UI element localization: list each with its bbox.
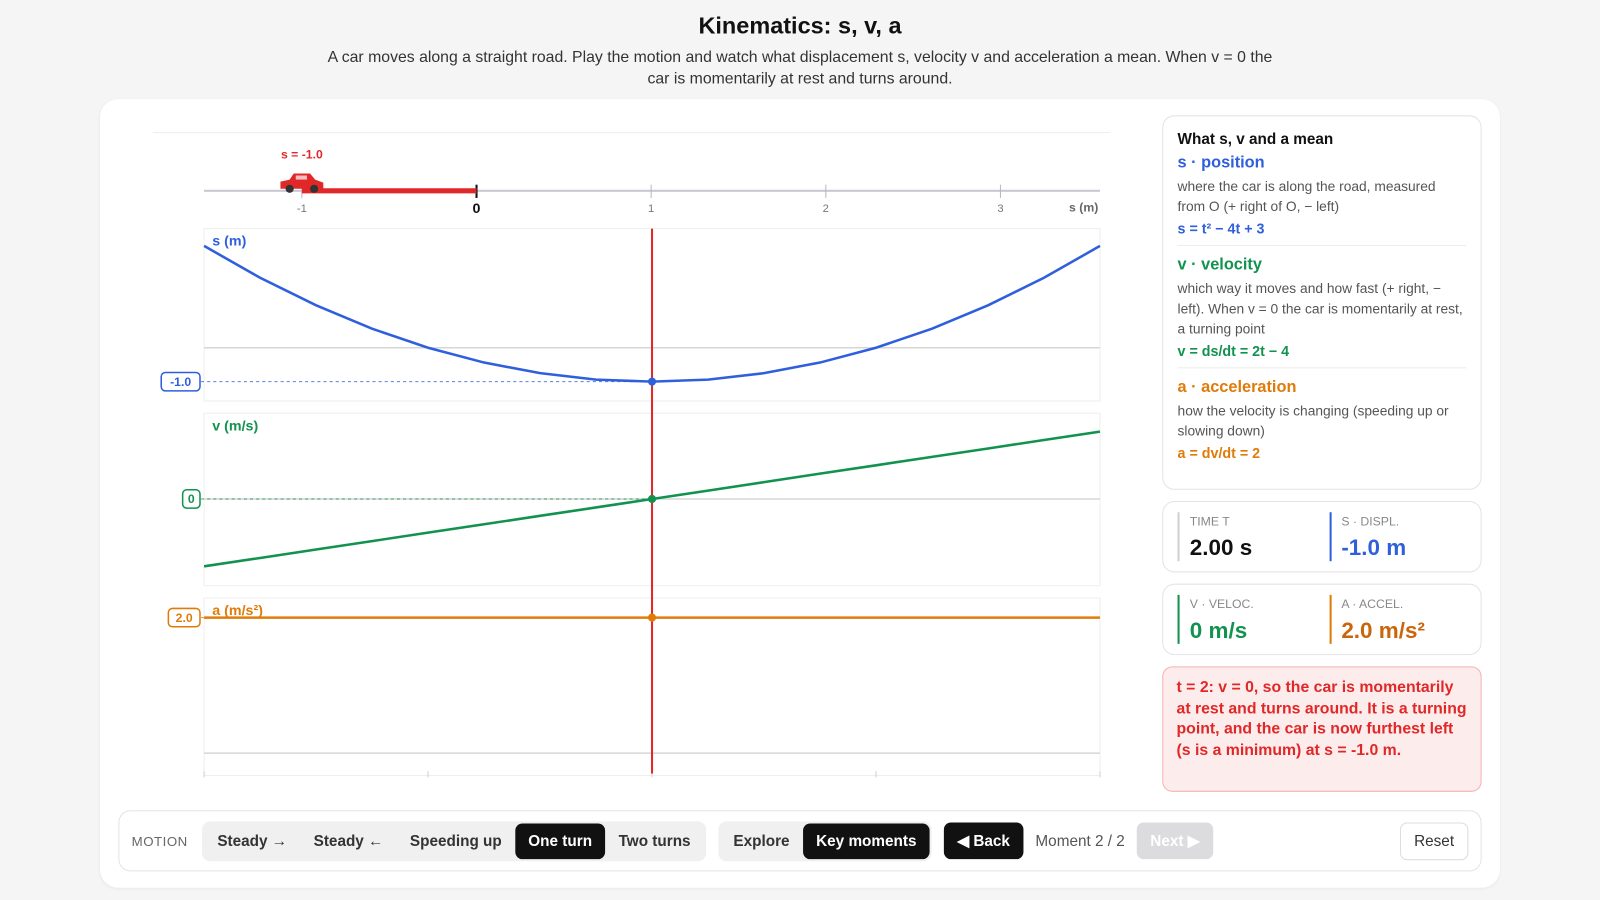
moment-indicator: Moment 2 / 2 — [1035, 832, 1125, 850]
car-wheel — [285, 184, 294, 193]
item-description: how the velocity is changing (speeding u… — [1177, 403, 1449, 439]
road-tick-label: 3 — [997, 203, 1003, 215]
marker-point — [647, 377, 657, 386]
readout-card: V · VELOC. 0 m/s A · ACCEL. 2.0 m/s² — [1162, 583, 1482, 656]
motion-button[interactable]: Steady ← — [313, 832, 384, 850]
item-formula: v = ds/dt = 2t − 4 — [1177, 342, 1290, 360]
readout-value: 2.0 m/s² — [1341, 617, 1425, 643]
reset-button[interactable]: Reset — [1399, 821, 1469, 860]
panel-label: a (m/s²) — [212, 603, 263, 619]
car-wheel — [310, 184, 319, 193]
car-label: s = -1.0 — [281, 147, 323, 161]
mode-group: Explore Key moments — [718, 820, 932, 861]
panel-label: v (m/s) — [212, 418, 258, 434]
motion-group: Steady → Steady ← Speeding up One turn Two t… — [202, 820, 706, 861]
marker-label: 0 — [188, 492, 195, 506]
marker-point — [647, 494, 657, 504]
info-item: s · position where the car is along the r… — [1177, 154, 1467, 246]
motion-button[interactable]: Speeding up — [409, 832, 502, 850]
info-card: What s, v and a mean s · position where t… — [1162, 115, 1482, 490]
plot-area: -1 0 1 2 3 s (m) s = -1.0 s (m) -1.0 v (m/s) 0 a (m… — [153, 132, 1111, 778]
item-name: v · velocity — [1177, 256, 1262, 274]
road-axis-label: s (m) — [1069, 200, 1098, 214]
page-title: Kinematics: s, v, a — [698, 12, 902, 39]
motion-button[interactable]: Two turns — [618, 832, 691, 850]
marker-label: -1.0 — [170, 375, 191, 389]
readout-value: -1.0 m — [1341, 534, 1407, 561]
item-formula: s = t² − 4t + 3 — [1177, 220, 1265, 237]
info-title: What s, v and a mean — [1177, 130, 1334, 148]
back-button[interactable]: ◀ Back — [944, 822, 1024, 860]
panel-label: s (m) — [212, 234, 246, 250]
page-subtitle: A car moves along a straight road. Play … — [327, 48, 1273, 88]
readout-value: 0 m/s — [1189, 617, 1248, 643]
controls: MOTION Steady → Steady ← Speeding up One tur… — [118, 810, 1482, 872]
alert: t = 2: v = 0, so the car is momentarily … — [1162, 666, 1482, 792]
item-formula: a = dv/dt = 2 — [1177, 444, 1261, 462]
marker-point — [647, 613, 657, 622]
motion-label: MOTION — [131, 833, 188, 849]
mode-button[interactable]: Explore — [733, 832, 790, 850]
readout: V · VELOC. 0 m/s — [1177, 594, 1315, 644]
readout-label: V · VELOC. — [1189, 596, 1254, 612]
road-tick-label: 1 — [648, 203, 654, 215]
readout: S · DISPL. -1.0 m — [1329, 512, 1466, 562]
marker-label-box — [160, 371, 201, 392]
mode-button[interactable]: Key moments — [802, 822, 930, 859]
marker-label-box — [181, 489, 201, 509]
road-tick-label: -1 — [297, 203, 307, 215]
info-item: v · velocity which way it moves and how f… — [1177, 256, 1467, 369]
next-button: Next ▶ — [1137, 822, 1213, 860]
motion-button[interactable]: Steady → — [217, 832, 288, 850]
item-description: where the car is along the road, measure… — [1177, 178, 1436, 215]
marker-label: 2.0 — [176, 611, 193, 625]
item-description: which way it moves and how fast (+ right… — [1177, 280, 1463, 337]
marker-label-box — [167, 607, 201, 628]
item-name: a · acceleration — [1177, 378, 1297, 396]
car-window — [295, 175, 307, 180]
readout-label: S · DISPL. — [1341, 514, 1400, 529]
readout-card: TIME T 2.00 s S · DISPL. -1.0 m — [1162, 501, 1482, 573]
readout-label: A · ACCEL. — [1341, 596, 1404, 612]
motion-button[interactable]: One turn — [515, 822, 606, 859]
readout-value: 2.00 s — [1189, 534, 1253, 561]
road-tick-label: 2 — [823, 203, 829, 215]
info-item: a · acceleration how the velocity is chan… — [1178, 379, 1467, 470]
readout-label: TIME T — [1189, 514, 1230, 529]
item-name: s · position — [1177, 154, 1265, 172]
road-tick-label: 0 — [473, 201, 481, 217]
readout: TIME T 2.00 s — [1177, 512, 1315, 562]
readout: A · ACCEL. 2.0 m/s² — [1329, 594, 1466, 644]
